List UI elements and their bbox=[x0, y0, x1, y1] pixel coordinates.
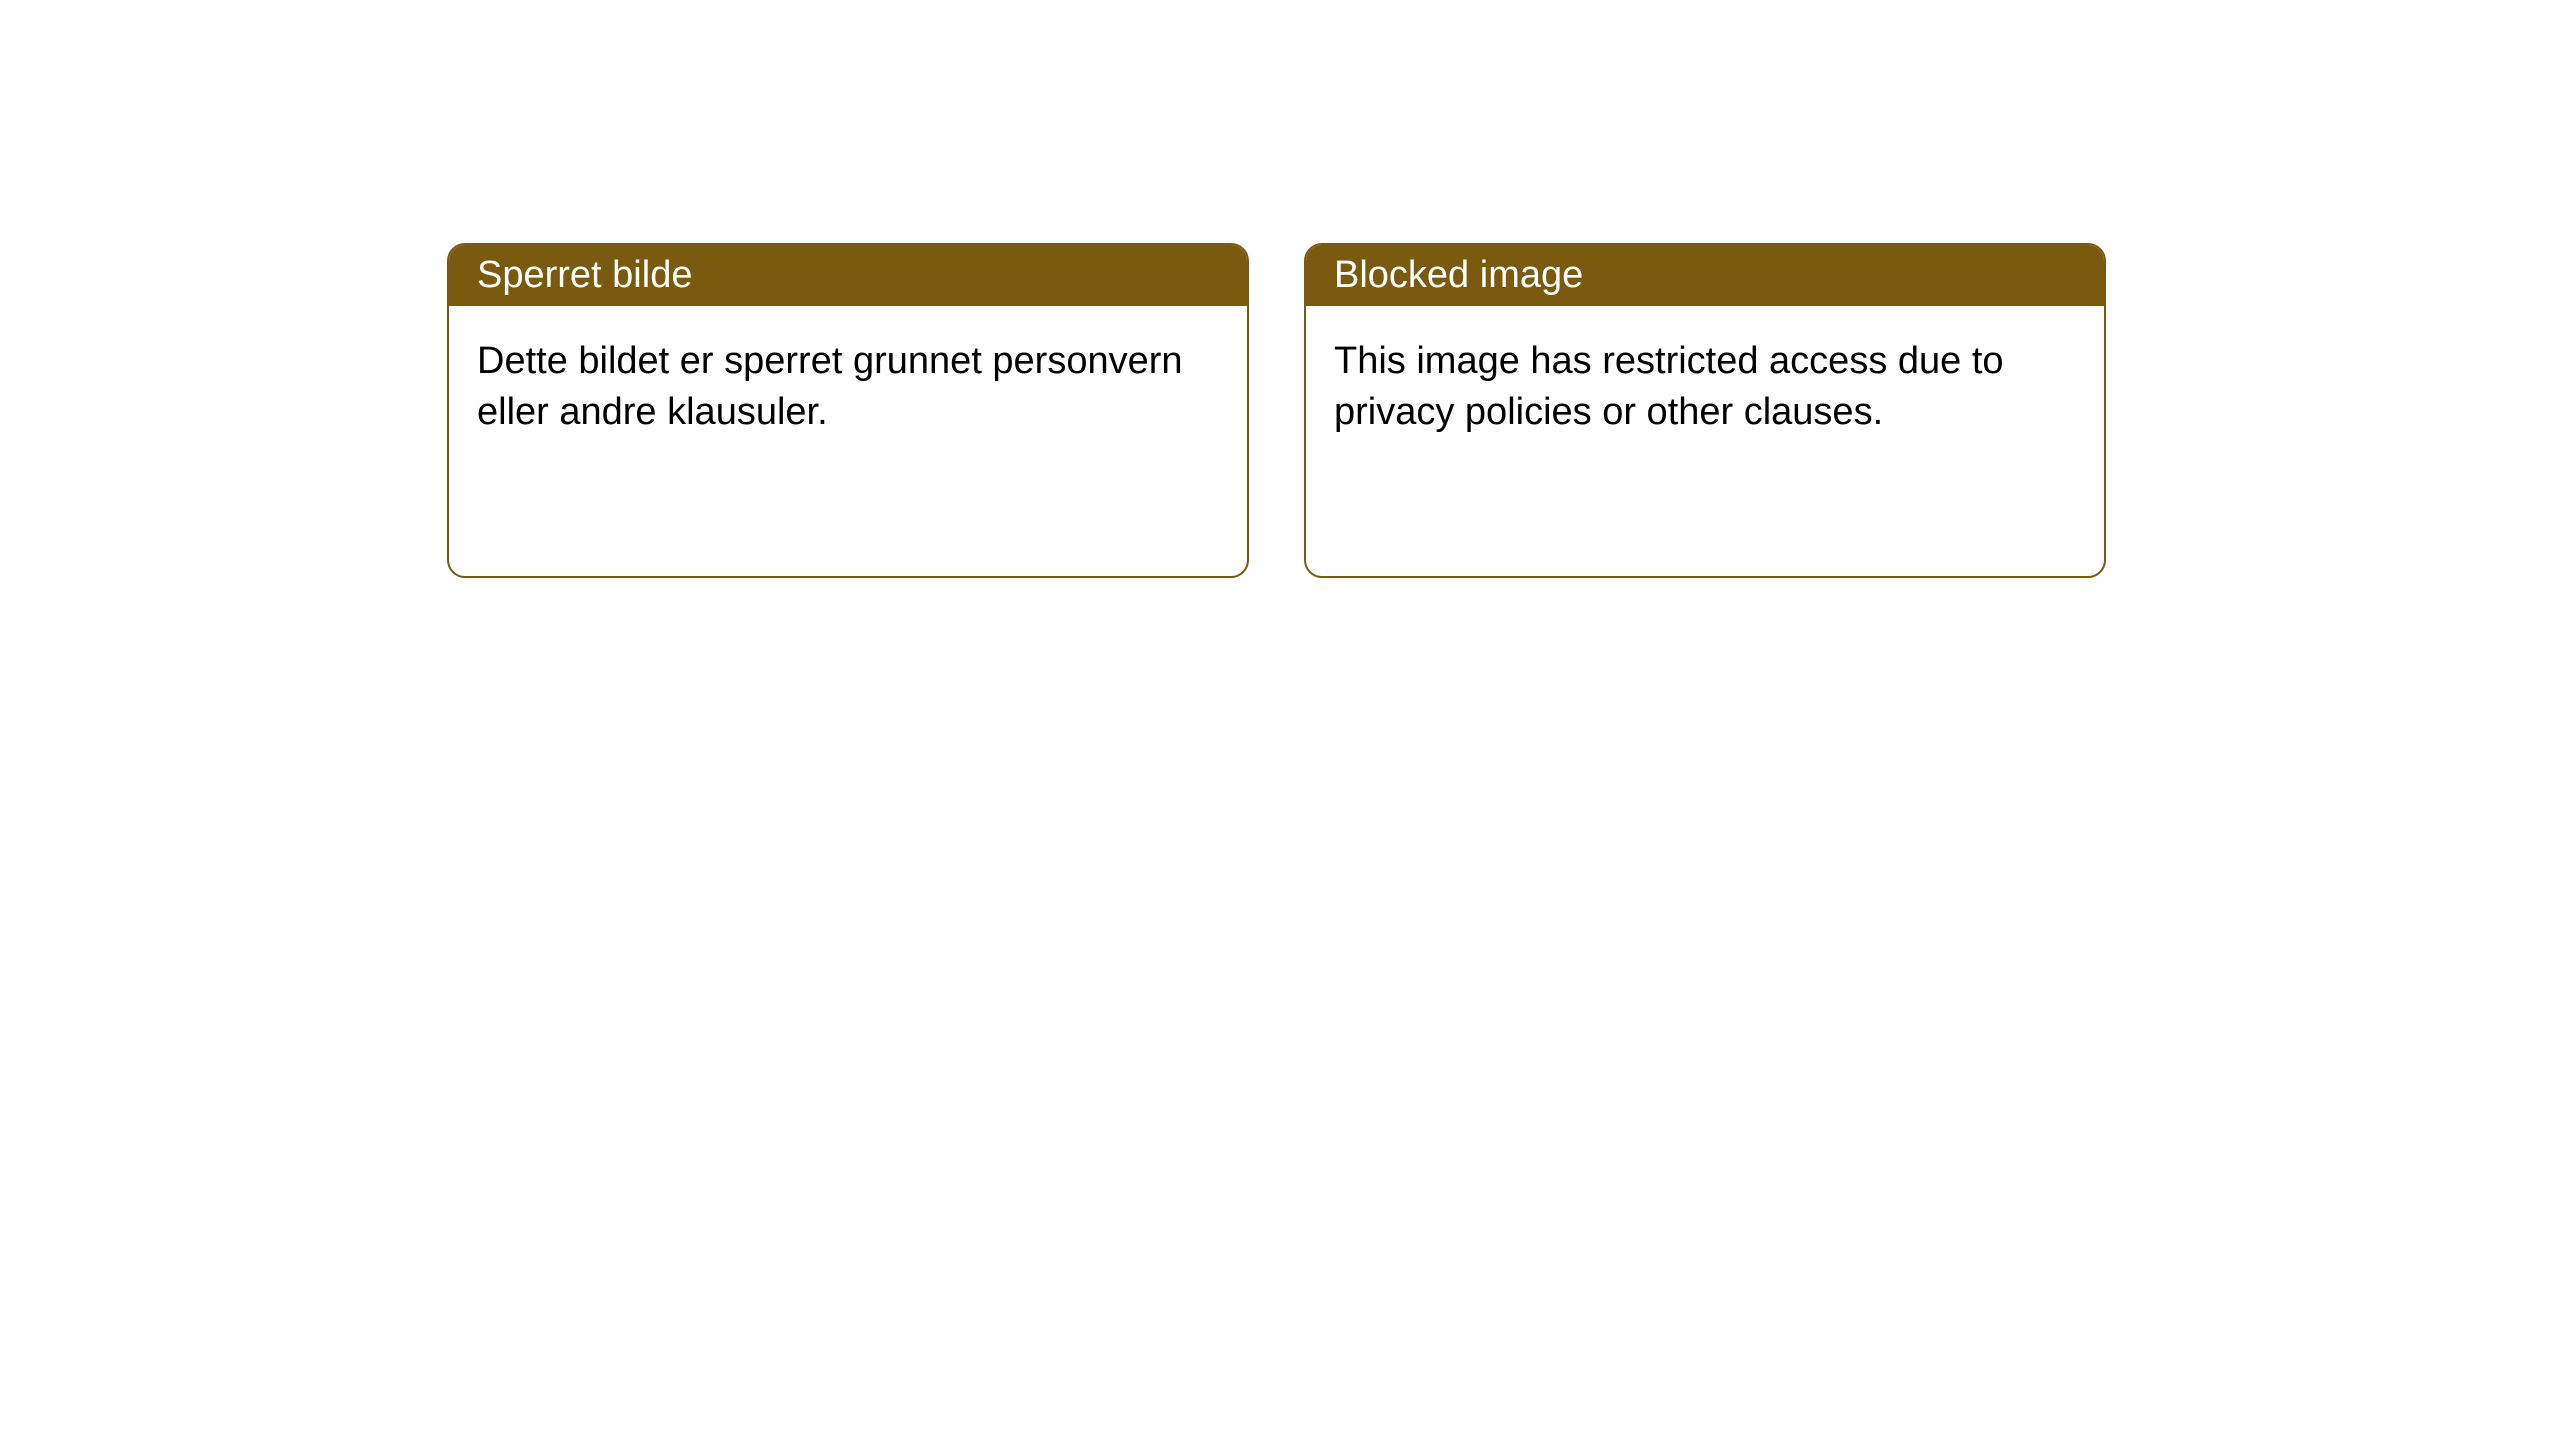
notice-container: Sperret bilde Dette bildet er sperret gr… bbox=[0, 0, 2560, 578]
notice-body-english: This image has restricted access due to … bbox=[1306, 306, 2104, 469]
notice-header-norwegian: Sperret bilde bbox=[449, 245, 1247, 306]
notice-card-english: Blocked image This image has restricted … bbox=[1304, 243, 2106, 578]
notice-header-english: Blocked image bbox=[1306, 245, 2104, 306]
notice-body-norwegian: Dette bildet er sperret grunnet personve… bbox=[449, 306, 1247, 469]
notice-card-norwegian: Sperret bilde Dette bildet er sperret gr… bbox=[447, 243, 1249, 578]
